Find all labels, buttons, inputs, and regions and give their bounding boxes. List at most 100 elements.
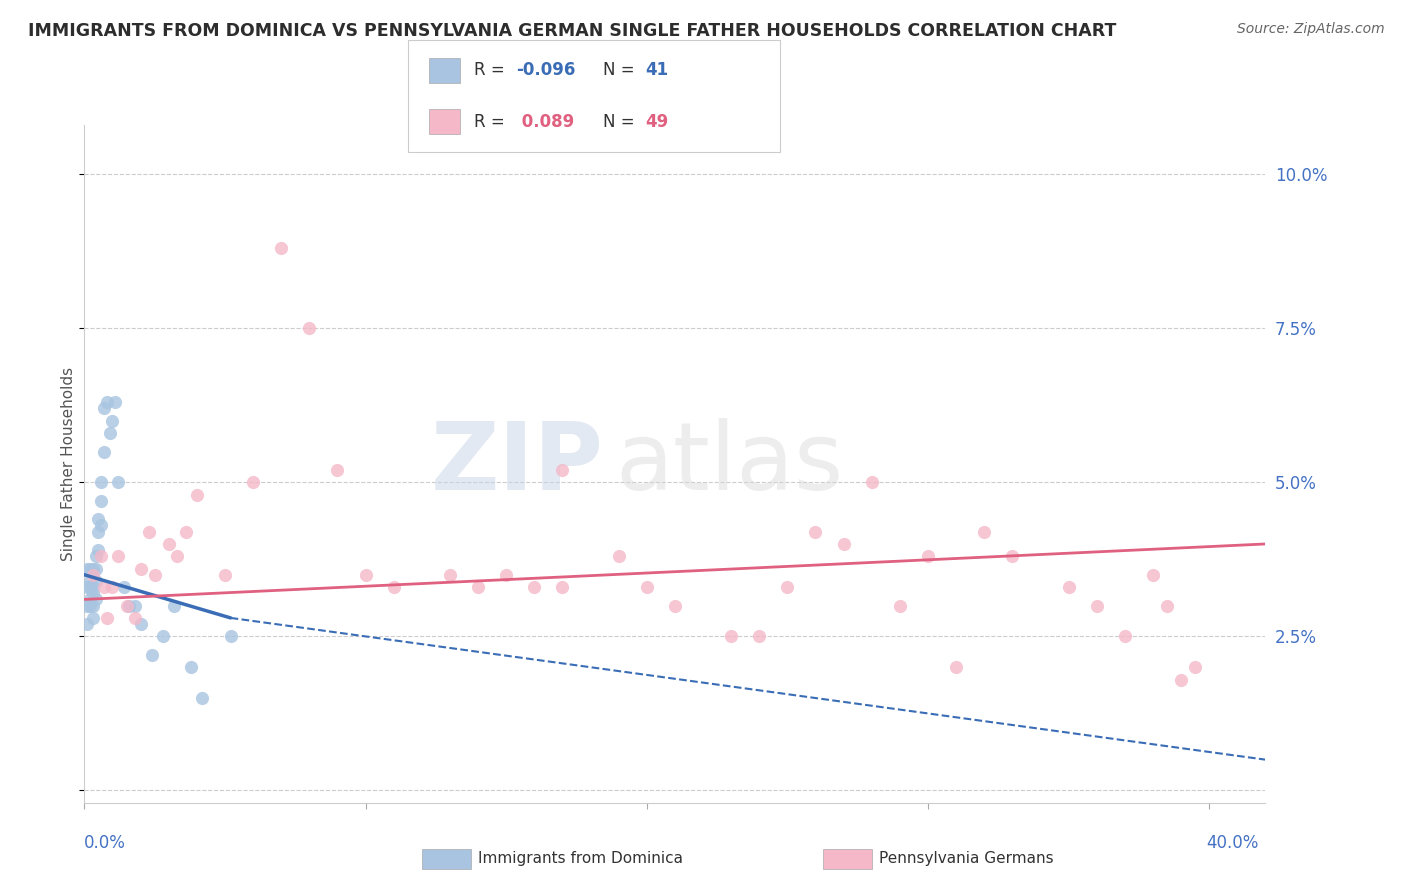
Point bbox=[1142, 567, 1164, 582]
Point bbox=[82, 586, 104, 600]
Point bbox=[118, 599, 141, 613]
Point bbox=[382, 580, 405, 594]
Text: 0.0%: 0.0% bbox=[84, 834, 127, 852]
Point bbox=[76, 580, 98, 594]
Point bbox=[79, 592, 101, 607]
Point bbox=[298, 321, 321, 335]
Point bbox=[124, 611, 146, 625]
Text: Immigrants from Dominica: Immigrants from Dominica bbox=[478, 851, 683, 865]
Text: N =: N = bbox=[603, 112, 640, 130]
Point bbox=[79, 561, 101, 575]
Text: 40.0%: 40.0% bbox=[1206, 834, 1258, 852]
Point bbox=[141, 648, 163, 662]
Text: Pennsylvania Germans: Pennsylvania Germans bbox=[879, 851, 1053, 865]
Point bbox=[354, 567, 377, 582]
Text: -0.096: -0.096 bbox=[516, 62, 575, 79]
Point bbox=[82, 561, 104, 575]
Point bbox=[124, 599, 146, 613]
Point bbox=[1184, 660, 1206, 674]
Point bbox=[180, 660, 202, 674]
Point bbox=[174, 524, 197, 539]
Point bbox=[96, 395, 118, 409]
Point bbox=[467, 580, 489, 594]
Text: IMMIGRANTS FROM DOMINICA VS PENNSYLVANIA GERMAN SINGLE FATHER HOUSEHOLDS CORRELA: IMMIGRANTS FROM DOMINICA VS PENNSYLVANIA… bbox=[28, 22, 1116, 40]
Point bbox=[107, 549, 129, 564]
Point bbox=[219, 629, 242, 643]
Point bbox=[96, 611, 118, 625]
Point bbox=[973, 524, 995, 539]
Point bbox=[860, 475, 883, 490]
Point bbox=[551, 463, 574, 477]
Point bbox=[87, 512, 110, 526]
Point bbox=[1085, 599, 1108, 613]
Point bbox=[115, 599, 138, 613]
Point bbox=[93, 580, 115, 594]
Point bbox=[551, 580, 574, 594]
Point bbox=[76, 617, 98, 632]
Point bbox=[495, 567, 517, 582]
Point bbox=[84, 592, 107, 607]
Text: R =: R = bbox=[474, 62, 510, 79]
Point bbox=[945, 660, 967, 674]
Point bbox=[104, 395, 127, 409]
Point bbox=[90, 518, 112, 533]
Point bbox=[917, 549, 939, 564]
Point bbox=[439, 567, 461, 582]
Point bbox=[1001, 549, 1024, 564]
Point bbox=[93, 444, 115, 458]
Point bbox=[242, 475, 264, 490]
Point bbox=[1170, 673, 1192, 687]
Point bbox=[84, 561, 107, 575]
Point bbox=[832, 537, 855, 551]
Text: 0.089: 0.089 bbox=[516, 112, 574, 130]
Point bbox=[93, 401, 115, 416]
Point bbox=[214, 567, 236, 582]
Point bbox=[82, 611, 104, 625]
Point bbox=[87, 524, 110, 539]
Point bbox=[143, 567, 166, 582]
Text: Source: ZipAtlas.com: Source: ZipAtlas.com bbox=[1237, 22, 1385, 37]
Point bbox=[82, 599, 104, 613]
Point bbox=[76, 599, 98, 613]
Point bbox=[163, 599, 186, 613]
Point bbox=[87, 543, 110, 558]
Point bbox=[129, 617, 152, 632]
Point bbox=[98, 425, 121, 440]
Point bbox=[90, 475, 112, 490]
Point bbox=[664, 599, 686, 613]
Point bbox=[84, 549, 107, 564]
Point bbox=[79, 599, 101, 613]
Point bbox=[636, 580, 658, 594]
Point bbox=[101, 580, 124, 594]
Point bbox=[607, 549, 630, 564]
Point bbox=[804, 524, 827, 539]
Text: 41: 41 bbox=[645, 62, 668, 79]
Point bbox=[90, 493, 112, 508]
Point bbox=[112, 580, 135, 594]
Point bbox=[166, 549, 188, 564]
Point bbox=[191, 691, 214, 706]
Point bbox=[1057, 580, 1080, 594]
Point bbox=[1114, 629, 1136, 643]
Point bbox=[889, 599, 911, 613]
Point bbox=[326, 463, 349, 477]
Point bbox=[152, 629, 174, 643]
Point bbox=[79, 580, 101, 594]
Point bbox=[129, 561, 152, 575]
Point bbox=[138, 524, 160, 539]
Point bbox=[157, 537, 180, 551]
Point bbox=[523, 580, 546, 594]
Text: N =: N = bbox=[603, 62, 640, 79]
Point bbox=[82, 580, 104, 594]
Text: 49: 49 bbox=[645, 112, 669, 130]
Point bbox=[107, 475, 129, 490]
Text: atlas: atlas bbox=[616, 417, 844, 510]
Point bbox=[84, 574, 107, 588]
Point bbox=[90, 549, 112, 564]
Text: R =: R = bbox=[474, 112, 510, 130]
Point bbox=[1156, 599, 1178, 613]
Point bbox=[101, 414, 124, 428]
Point bbox=[270, 241, 292, 255]
Point bbox=[186, 488, 208, 502]
Point bbox=[79, 574, 101, 588]
